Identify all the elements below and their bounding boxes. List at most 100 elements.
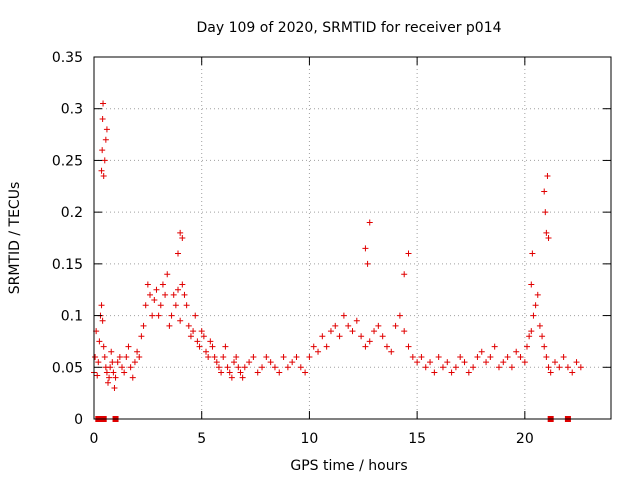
data-point bbox=[102, 136, 109, 143]
data-point bbox=[336, 333, 343, 340]
data-point bbox=[364, 260, 371, 267]
data-point bbox=[539, 333, 546, 340]
data-point bbox=[125, 343, 132, 350]
data-point bbox=[109, 359, 116, 366]
data-point bbox=[121, 369, 128, 376]
x-tick-label: 5 bbox=[197, 431, 206, 447]
x-tick-label: 0 bbox=[90, 431, 99, 447]
data-point bbox=[153, 286, 160, 293]
data-point bbox=[215, 364, 222, 371]
data-point bbox=[474, 353, 481, 360]
data-point bbox=[431, 369, 438, 376]
data-point bbox=[179, 235, 186, 241]
data-point bbox=[500, 359, 507, 366]
data-point bbox=[254, 369, 261, 376]
data-point bbox=[327, 328, 334, 335]
data-point bbox=[422, 364, 429, 371]
data-point bbox=[107, 364, 114, 371]
data-point bbox=[196, 343, 203, 350]
data-point bbox=[183, 302, 190, 309]
data-point bbox=[119, 364, 126, 371]
data-point bbox=[96, 338, 103, 345]
data-point bbox=[228, 374, 235, 381]
data-point bbox=[111, 384, 118, 391]
plot-frame bbox=[93, 56, 612, 420]
data-point bbox=[101, 353, 108, 360]
data-point bbox=[547, 369, 554, 376]
data-point bbox=[235, 364, 242, 371]
data-point bbox=[200, 333, 207, 340]
data-point bbox=[345, 322, 352, 329]
data-point bbox=[179, 281, 186, 288]
data-point bbox=[528, 328, 535, 335]
data-point bbox=[263, 353, 270, 360]
data-point bbox=[177, 317, 184, 324]
data-point bbox=[556, 364, 563, 371]
data-point bbox=[198, 328, 205, 335]
data-point bbox=[564, 364, 571, 371]
data-point bbox=[310, 343, 317, 350]
grid-lines bbox=[94, 57, 611, 419]
data-point bbox=[157, 302, 164, 309]
data-point bbox=[177, 229, 184, 236]
y-tick-label: 0.15 bbox=[52, 257, 83, 273]
data-point bbox=[551, 359, 558, 366]
data-point bbox=[401, 271, 408, 278]
data-point bbox=[175, 250, 182, 257]
data-point bbox=[185, 322, 192, 329]
data-point bbox=[116, 353, 123, 360]
data-point bbox=[194, 338, 201, 345]
data-point bbox=[98, 302, 105, 309]
data-point bbox=[315, 348, 322, 355]
data-point bbox=[517, 353, 524, 360]
data-point bbox=[94, 372, 101, 379]
y-tick-label: 0 bbox=[74, 412, 83, 428]
data-point bbox=[534, 291, 541, 298]
data-point bbox=[187, 333, 194, 340]
data-point bbox=[164, 271, 171, 278]
axis-ticks bbox=[93, 56, 611, 420]
y-tick-label: 0.05 bbox=[52, 360, 83, 376]
data-point bbox=[521, 359, 528, 366]
data-point bbox=[470, 364, 477, 371]
data-point bbox=[213, 359, 220, 366]
data-point bbox=[545, 364, 552, 371]
data-point bbox=[192, 312, 199, 319]
data-point bbox=[532, 302, 539, 309]
data-point bbox=[271, 364, 278, 371]
data-point bbox=[544, 172, 551, 179]
data-point bbox=[99, 147, 106, 154]
data-point bbox=[396, 312, 403, 319]
data-point bbox=[98, 167, 105, 174]
data-point bbox=[105, 379, 112, 386]
data-point bbox=[166, 322, 173, 329]
data-point bbox=[388, 348, 395, 355]
data-point bbox=[103, 126, 110, 133]
data-point bbox=[95, 359, 102, 366]
data-point bbox=[233, 353, 240, 360]
data-point bbox=[172, 302, 179, 309]
data-point bbox=[100, 172, 107, 179]
data-point bbox=[349, 328, 356, 335]
data-point bbox=[136, 353, 143, 360]
data-point bbox=[101, 157, 108, 164]
x-tick-label: 10 bbox=[301, 431, 319, 447]
y-axis-label: SRMTID / TECUs bbox=[7, 182, 23, 295]
data-point bbox=[205, 353, 212, 360]
data-point bbox=[366, 338, 373, 345]
data-point bbox=[112, 374, 119, 381]
y-tick-label: 0.1 bbox=[61, 309, 83, 325]
y-tick-label: 0.3 bbox=[61, 102, 83, 118]
data-point bbox=[358, 333, 365, 340]
data-point bbox=[149, 312, 156, 319]
data-point bbox=[405, 343, 412, 350]
data-point bbox=[536, 322, 543, 329]
data-point bbox=[106, 374, 113, 381]
data-points bbox=[91, 100, 584, 422]
data-point bbox=[99, 116, 106, 123]
data-point bbox=[542, 209, 549, 216]
data-point bbox=[353, 317, 360, 324]
data-point bbox=[231, 359, 238, 366]
